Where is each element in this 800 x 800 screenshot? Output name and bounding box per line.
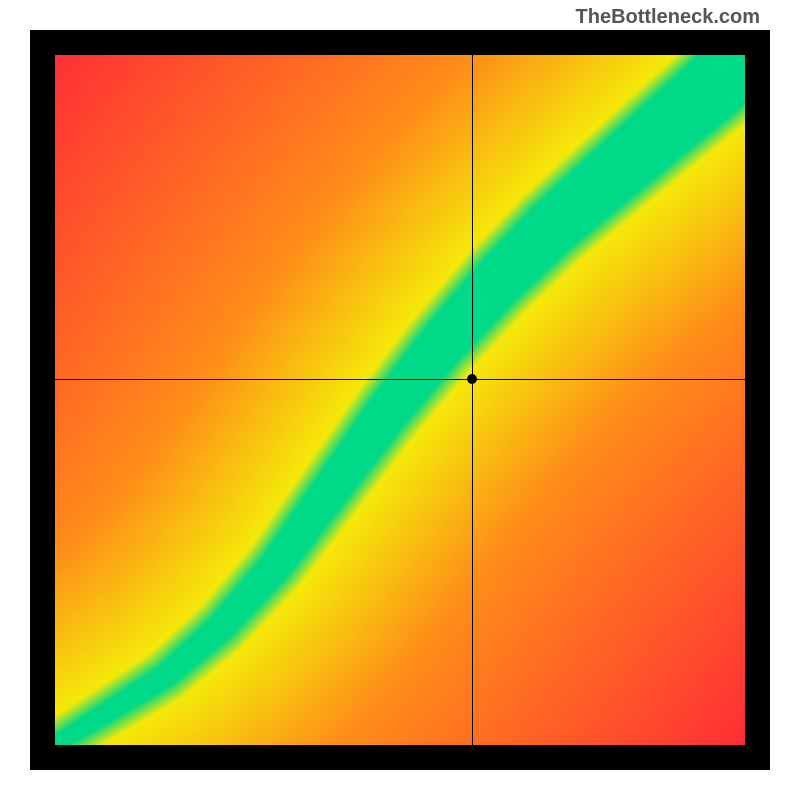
crosshair-vertical — [472, 55, 473, 745]
chart-plot-area — [55, 55, 745, 745]
chart-frame — [30, 30, 770, 770]
attribution-text: TheBottleneck.com — [576, 6, 760, 29]
crosshair-point — [467, 374, 477, 384]
crosshair-horizontal — [55, 379, 745, 380]
heatmap-canvas — [55, 55, 745, 745]
